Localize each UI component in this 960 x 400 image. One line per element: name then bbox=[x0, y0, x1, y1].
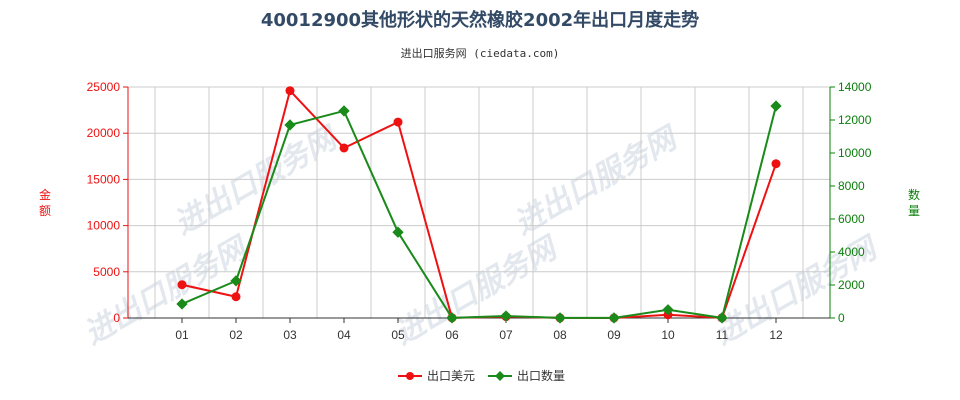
left-axis-tick-label: 5000 bbox=[93, 265, 120, 279]
series-2-point bbox=[392, 226, 404, 238]
x-axis-tick-label: 11 bbox=[716, 328, 729, 342]
right-axis-tick-label: 0 bbox=[838, 311, 845, 325]
series-2-point bbox=[338, 105, 350, 117]
series-1-point bbox=[393, 117, 403, 127]
left-axis-tick-label: 15000 bbox=[87, 172, 121, 186]
series-line-2 bbox=[181, 105, 777, 319]
plot-area: 0 5000 10000 15000 20000 25000 0 2000 4000 6000 80… bbox=[39, 80, 920, 342]
x-axis-tick-label: 05 bbox=[391, 328, 405, 342]
x-axis-tick-label: 01 bbox=[175, 328, 189, 342]
watermark-text: 进出口服务网 bbox=[169, 120, 346, 242]
series-1-point bbox=[771, 159, 781, 169]
x-axis-tick-label: 08 bbox=[553, 328, 567, 342]
right-axis-tick-label: 8000 bbox=[838, 179, 865, 193]
legend-label-1: 出口美元 bbox=[427, 369, 475, 383]
legend-marker-2 bbox=[495, 371, 505, 381]
legend-marker-1 bbox=[406, 372, 414, 380]
right-axis-tick-label: 4000 bbox=[838, 245, 865, 259]
chart-subtitle: 进出口服务网 (ciedata.com) bbox=[401, 46, 560, 60]
watermark-text: 进出口服务网 bbox=[509, 120, 686, 242]
right-axis-tick-label: 2000 bbox=[838, 278, 865, 292]
left-axis-tick-label: 0 bbox=[113, 311, 120, 325]
series-1-point bbox=[231, 292, 241, 302]
series-2-point bbox=[554, 312, 566, 324]
x-axis-tick-label: 09 bbox=[607, 328, 621, 342]
x-axis-tick-label: 07 bbox=[499, 328, 513, 342]
series-2-point bbox=[500, 310, 512, 322]
x-axis-tick-label: 03 bbox=[283, 328, 297, 342]
left-axis-title: 金额 bbox=[39, 187, 51, 218]
legend: 出口美元 出口数量 bbox=[398, 368, 565, 383]
legend-label-2: 出口数量 bbox=[517, 368, 565, 383]
series-2-point bbox=[716, 312, 728, 324]
series-2-point bbox=[446, 312, 458, 324]
left-axis-tick-label: 25000 bbox=[87, 80, 121, 94]
chart-title: 40012900其他形状的天然橡胶2002年出口月度走势 bbox=[261, 9, 699, 31]
series-2-point bbox=[284, 119, 296, 131]
right-axis-tick-label: 14000 bbox=[838, 80, 872, 94]
x-axis-tick-label: 12 bbox=[769, 328, 783, 342]
x-axis-tick-label: 04 bbox=[337, 328, 351, 342]
right-axis-tick-label: 6000 bbox=[838, 212, 865, 226]
left-axis-tick-label: 20000 bbox=[87, 126, 121, 140]
series-2-point bbox=[608, 312, 620, 324]
x-axis-tick-label: 06 bbox=[445, 328, 459, 342]
x-axis-tick-label: 10 bbox=[661, 328, 675, 342]
series-1-point bbox=[285, 86, 295, 96]
x-axis-tick-label: 02 bbox=[229, 328, 243, 342]
right-axis-tick-label: 10000 bbox=[838, 146, 872, 160]
series-1-point bbox=[177, 280, 187, 290]
right-axis-tick-label: 12000 bbox=[838, 113, 872, 127]
series-1-point bbox=[339, 143, 349, 153]
series-2-point bbox=[662, 304, 674, 316]
series-2-point bbox=[176, 298, 188, 310]
left-axis-tick-label: 10000 bbox=[87, 219, 121, 233]
series-2-point bbox=[230, 275, 242, 287]
watermark-text: 进出口服务网 bbox=[389, 230, 566, 352]
series-2-point bbox=[770, 100, 782, 112]
right-axis-title: 数量 bbox=[908, 187, 920, 218]
